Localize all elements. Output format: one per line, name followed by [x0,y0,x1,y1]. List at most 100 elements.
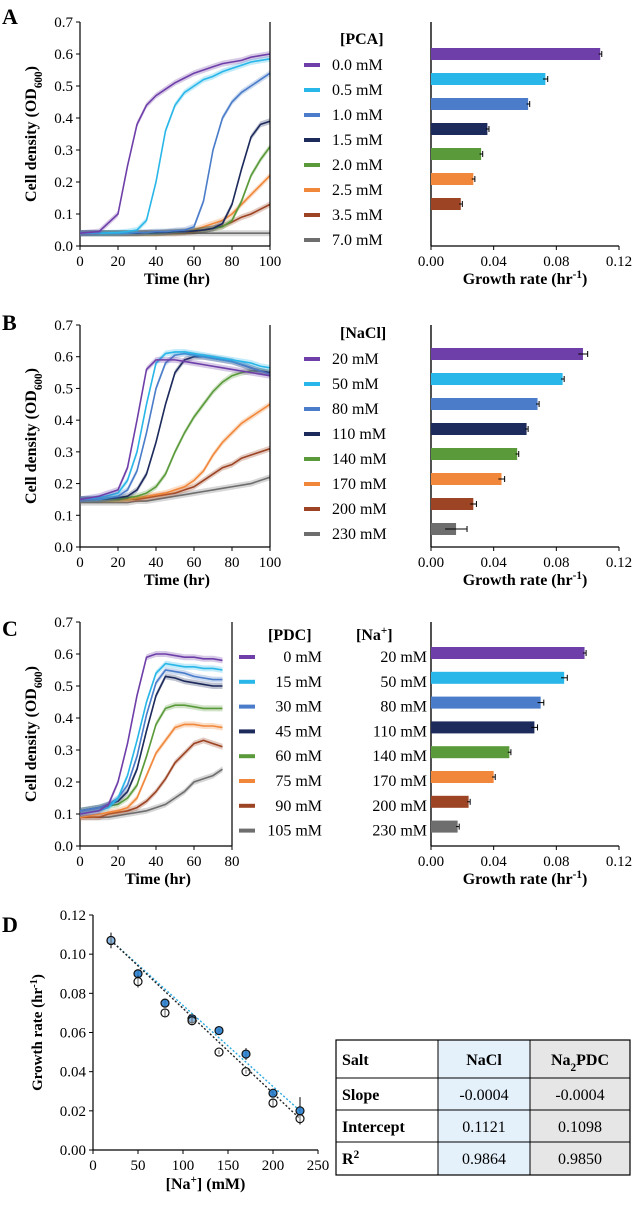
panel-a: A 0.0 0.1 0.2 0.3 0.4 0.5 0.6 0.7 0 20 40 60 80 100 Tim… [2,4,632,288]
bar [431,746,510,759]
table-cell: 0.1121 [462,1119,505,1136]
legend-label: 200 mM [332,501,387,518]
x-tick-label: 80 [225,254,240,270]
data-point [295,1114,305,1124]
legend-label: 2.5 mM [332,182,383,199]
legend-label-na: 170 mM [372,773,427,790]
scatter-y-axis-label: Growth rate (hr-1) [29,974,47,1091]
x-tick-label: 60 [187,555,202,571]
legend-label-pdc: 75 mM [275,773,322,790]
bar [431,73,546,85]
y-tick-label: 0.3 [54,143,73,159]
bar-x-tick-label: 0.12 [606,555,632,571]
series-line [80,352,271,501]
legend-label-pdc: 60 mM [275,748,322,765]
y-tick-label: 0.1 [54,508,73,524]
y-tick-label: 0.6 [54,350,73,366]
y-axis-label: Cell density (OD600) [23,66,45,202]
series-line [80,403,271,501]
x-axis-label: Time (hr) [144,572,210,589]
bar [431,348,583,360]
legend-title: [PCA] [340,31,384,48]
x-tick-label: 40 [149,854,164,870]
table-row-label: R2 [342,1149,360,1168]
bar [431,820,458,833]
table-cell: -0.0004 [555,1087,604,1104]
legend-title: [NaCl] [340,325,386,342]
bar-x-tick-label: 0.08 [543,854,569,870]
series-line [80,476,271,504]
y-tick-label: 0.0 [54,239,73,255]
scatter-y-tick-label: 0.12 [60,908,86,924]
bar [431,48,601,60]
bar [431,498,474,510]
y-tick-label: 0.6 [54,47,73,63]
y-tick-label: 0.6 [54,647,73,663]
data-point [106,935,116,946]
x-tick-label: 100 [259,555,282,571]
x-tick-label: 60 [187,254,202,270]
x-tick-label: 100 [259,254,282,270]
legend-title-pdc: [PDC] [268,627,312,644]
y-tick-label: 0.2 [54,175,73,191]
x-tick-label: 20 [111,254,126,270]
y-tick-label: 0.4 [54,413,73,429]
bar-x-tick-label: 0.00 [418,555,444,571]
series-band [80,356,270,503]
legend-label: 230 mM [332,526,387,543]
scatter-x-axis-label: [Na+] (mM) [166,1174,246,1193]
x-tick-label: 0 [76,555,84,571]
data-point [214,1025,224,1036]
panel-c: C 0.0 0.1 0.2 0.3 0.4 0.5 0.6 0.7 0 20 40 60 80 Time (… [2,615,632,888]
legend-label-na: 200 mM [372,798,427,815]
series-line [79,669,223,812]
series-band [80,673,223,814]
scatter-x-tick-label: 150 [217,1158,240,1174]
bar [431,647,585,659]
bar-x-axis-label: Growth rate (hr-1) [463,570,588,589]
legend-label: 0.0 mM [332,57,383,74]
legend-label: 170 mM [332,476,387,493]
series-line [79,723,223,818]
scatter-x-tick-label: 50 [131,1158,146,1174]
scatter-x-tick-label: 0 [89,1158,97,1174]
legend-label: 2.0 mM [332,157,383,174]
legend-label: 3.5 mM [332,207,383,224]
bar-x-tick-label: 0.00 [418,854,444,870]
bar [431,523,457,535]
legend-title-na: [Na+] [356,625,393,644]
panel-letter: C [2,616,18,641]
table-cell: 0.9850 [558,1151,602,1168]
bar [431,795,469,808]
data-point [241,1067,251,1077]
y-tick-label: 0.1 [54,807,73,823]
bar [431,173,474,185]
series-line [79,351,271,501]
bar [431,398,538,410]
data-point [214,1047,224,1057]
series-band [80,350,270,503]
bar-x-tick-label: 0.04 [481,555,508,571]
data-point [268,1098,278,1108]
x-tick-label: 0 [76,854,84,870]
table-row-label: Intercept [342,1119,405,1136]
scatter-y-tick-label: 0.08 [60,986,86,1002]
panel-letter: A [2,4,18,29]
legend-label-na: 110 mM [373,723,427,740]
y-tick-label: 0.7 [54,15,73,31]
y-tick-label: 0.4 [54,711,73,727]
data-point [241,1049,251,1059]
y-tick-label: 0.3 [54,445,73,461]
legend-label-na: 140 mM [372,748,427,765]
legend-label-na: 230 mM [372,823,427,840]
legend-label: 110 mM [332,426,386,443]
panel-letter: D [2,912,18,937]
data-point [160,998,170,1008]
legend-label: 140 mM [332,451,387,468]
bar-x-tick-label: 0.00 [418,254,444,270]
bar-x-axis-label: Growth rate (hr-1) [463,269,588,288]
bar [431,148,482,160]
series-line [79,653,223,815]
panel-letter: B [2,310,17,335]
series-line [79,662,223,815]
